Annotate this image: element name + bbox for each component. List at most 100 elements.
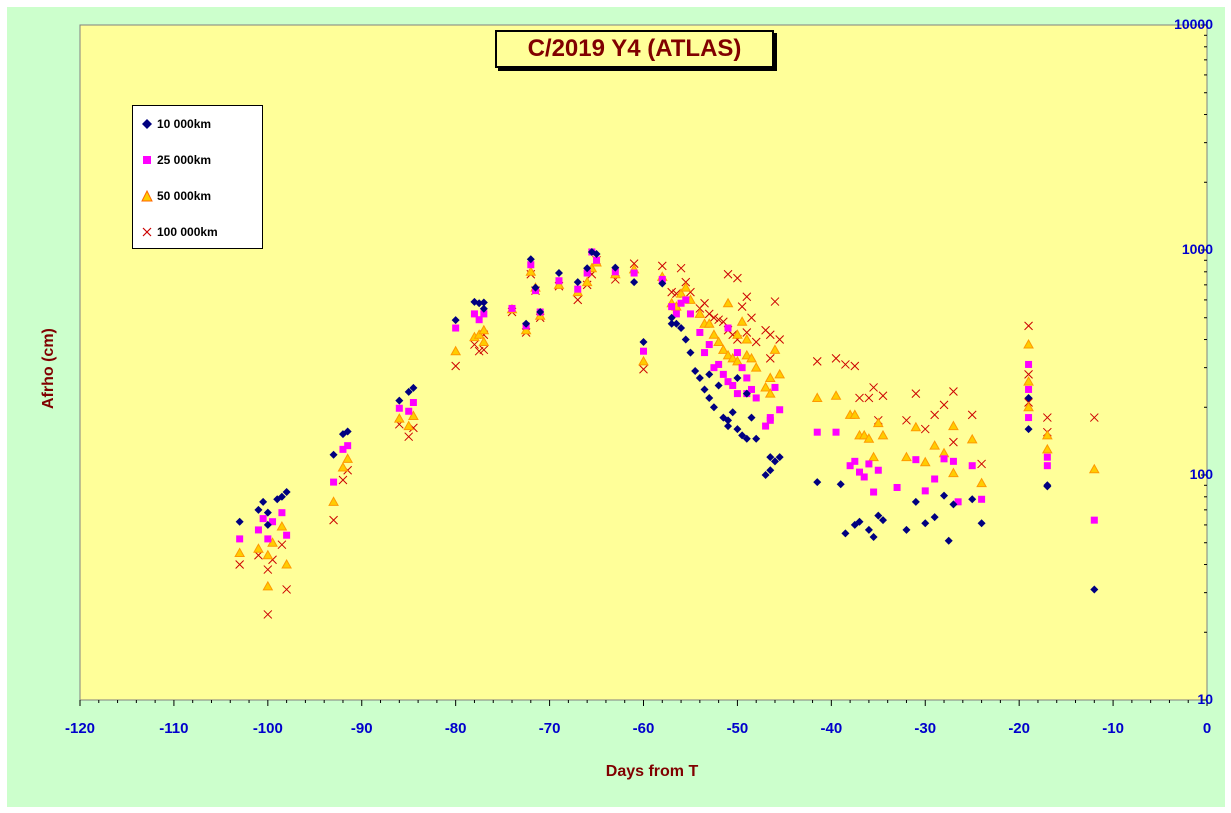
data-point-triangle: [1088, 463, 1100, 474]
data-point-square: [724, 324, 732, 332]
points-layer: [234, 247, 1100, 619]
data-point-x: [714, 315, 723, 325]
data-point-x: [902, 415, 911, 425]
data-point-x: [474, 346, 484, 356]
data-point-x: [920, 424, 930, 434]
data-point-diamond: [944, 536, 953, 545]
data-point-diamond: [714, 381, 723, 390]
data-point-triangle: [746, 352, 757, 363]
chart-area: C/2019 Y4 (ATLAS) 10 000km 25 000km 50 0…: [7, 7, 1225, 807]
data-point-square: [771, 383, 779, 391]
data-point-diamond: [343, 427, 352, 436]
data-point-diamond: [259, 497, 268, 506]
data-point-square: [330, 478, 338, 486]
y-tick-label: 1000: [1181, 241, 1213, 257]
data-point-x: [977, 459, 986, 469]
data-point-diamond: [630, 278, 639, 287]
data-point-square: [1090, 516, 1098, 524]
data-point-diamond: [855, 517, 864, 526]
data-point-diamond: [695, 373, 704, 382]
data-point-diamond: [329, 450, 338, 459]
x-tick-label: -70: [538, 720, 561, 737]
data-point-x: [1024, 321, 1033, 331]
data-point-square: [719, 370, 727, 378]
data-point-square: [752, 394, 760, 402]
data-point-square: [701, 349, 709, 357]
y-axis-label: Afrho (cm): [40, 328, 57, 409]
data-point-diamond: [940, 491, 949, 500]
data-point-triangle: [769, 344, 781, 354]
data-point-square: [682, 296, 690, 304]
data-point-triangle: [525, 266, 537, 276]
data-point-x: [629, 259, 639, 268]
data-point-diamond: [766, 453, 775, 462]
data-point-square: [729, 381, 737, 389]
data-point-triangle: [722, 297, 734, 308]
data-point-triangle: [764, 372, 776, 382]
data-point-triangle: [732, 329, 743, 339]
data-point-x: [709, 313, 719, 323]
data-point-triangle: [553, 279, 565, 289]
data-point-square: [405, 407, 413, 415]
data-point-triangle: [966, 433, 978, 444]
x-tick-label: -100: [252, 720, 283, 737]
data-point-diamond: [864, 525, 873, 534]
data-point-x: [841, 360, 850, 369]
data-point-diamond: [672, 319, 681, 328]
data-point-x: [1024, 370, 1033, 379]
data-point-x: [775, 335, 785, 344]
data-point-square: [931, 475, 939, 483]
data-point-diamond: [479, 304, 488, 313]
data-point-square: [508, 304, 516, 312]
data-point-triangle: [976, 477, 987, 488]
data-point-triangle: [520, 324, 532, 335]
data-point-square: [470, 310, 478, 318]
chart-title: C/2019 Y4 (ATLAS): [495, 30, 774, 68]
data-point-x: [742, 328, 752, 337]
data-point-square: [583, 269, 591, 277]
data-point-triangle: [478, 336, 490, 347]
data-point-x: [676, 263, 686, 273]
data-point-diamond: [479, 298, 488, 307]
data-point-triangle: [868, 451, 879, 462]
data-point-diamond: [747, 413, 756, 422]
data-point-triangle: [694, 308, 706, 318]
data-point-triangle: [750, 362, 762, 372]
data-point-square: [705, 341, 713, 349]
data-point-diamond: [282, 488, 291, 497]
x-tick-label: -90: [350, 720, 373, 737]
data-point-triangle: [910, 421, 922, 432]
data-point-square: [748, 385, 756, 393]
data-point-x: [1089, 413, 1099, 422]
data-point-square: [696, 328, 704, 336]
data-point-square: [1043, 462, 1051, 470]
data-point-diamond: [611, 263, 620, 272]
legend-item-10000: 10 000km: [141, 114, 211, 134]
data-point-x: [657, 261, 667, 271]
data-point-triangle: [478, 324, 490, 335]
data-point-square: [278, 509, 286, 517]
data-point-diamond: [404, 387, 413, 396]
data-point-x: [747, 313, 756, 323]
data-point-diamond: [395, 396, 404, 405]
data-point-square: [893, 483, 901, 491]
data-point-diamond: [742, 434, 751, 443]
data-point-diamond: [752, 434, 761, 443]
data-point-square: [574, 285, 582, 293]
data-point-square: [264, 535, 272, 543]
data-point-x: [1042, 413, 1052, 422]
data-point-x: [263, 610, 273, 619]
data-point-square: [874, 466, 882, 474]
data-point-x: [700, 298, 709, 308]
data-point-diamond: [921, 519, 930, 528]
data-point-square: [283, 531, 291, 539]
data-point-triangle: [328, 496, 339, 506]
data-point-diamond: [531, 283, 540, 292]
data-point-x: [967, 410, 977, 420]
data-point-diamond: [709, 403, 718, 412]
data-point-square: [743, 374, 751, 382]
data-point-square: [710, 364, 718, 372]
data-point-triangle: [276, 521, 288, 531]
data-point-square: [344, 442, 352, 450]
data-point-square: [949, 457, 957, 465]
